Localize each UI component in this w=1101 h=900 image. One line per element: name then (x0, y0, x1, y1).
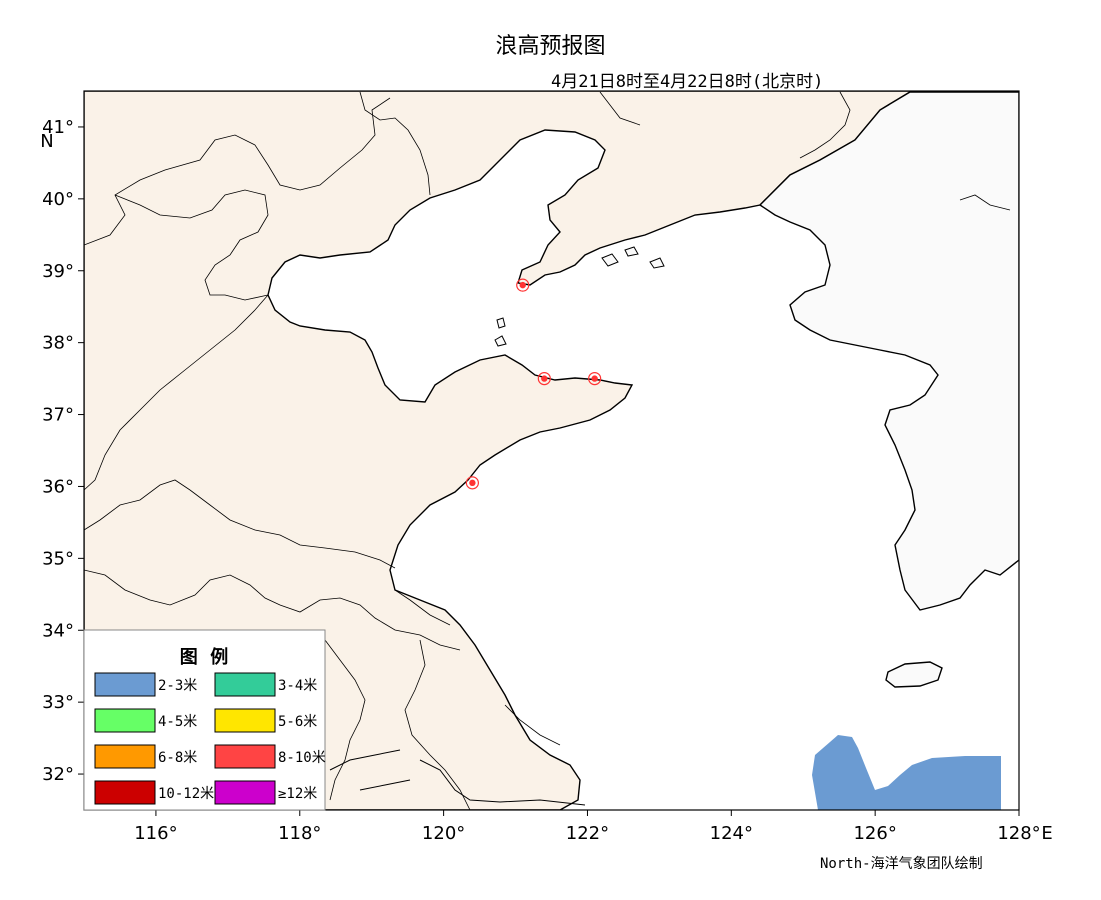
legend-swatch (214, 708, 276, 733)
lat-tick-label: 36° (42, 476, 74, 497)
lat-tick-label: 37° (42, 405, 74, 426)
legend-label: 3-4米 (278, 678, 317, 694)
station-ring (537, 372, 551, 386)
legend-swatch (214, 672, 276, 697)
lon-unit-label: E (1041, 823, 1052, 844)
lon-tick-label: 116° (134, 823, 177, 844)
station-markers (465, 278, 602, 490)
map-frame (83, 90, 1020, 811)
jeju-island (885, 661, 943, 688)
legend-items: 2-3米 3-4米 4-5米 5-6米 6-8米 8-10米 10-12米 ≥12米 (94, 672, 326, 805)
wave-zone-2-3m (812, 735, 1001, 810)
legend-swatch (94, 744, 156, 769)
station-dot (469, 479, 476, 487)
lon-tick-label: 128° (997, 823, 1040, 844)
lon-tick-label: 118° (278, 823, 321, 844)
map-title: 浪高预报图 (495, 34, 606, 59)
legend-label: ≥12米 (278, 786, 317, 802)
station-dot (541, 375, 548, 382)
station-ring (588, 372, 602, 386)
legend-label: 8-10米 (278, 750, 326, 766)
lon-tick-label: 122° (566, 823, 609, 844)
lat-tick-label: 39° (42, 261, 74, 282)
lon-tick-label: 126° (853, 823, 896, 844)
legend-label: 6-8米 (158, 750, 197, 766)
lat-tick-label: 41° (42, 117, 74, 138)
station-dot (519, 281, 526, 289)
legend-swatch (94, 672, 156, 697)
province-borders (84, 91, 1011, 810)
lat-tick-label: 33° (42, 692, 74, 713)
weihai-station (588, 372, 602, 386)
lat-unit-label: N (40, 131, 53, 152)
lat-tick-label: 34° (42, 620, 74, 641)
lon-tick-label: 120° (422, 823, 465, 844)
qingdao-station (465, 476, 479, 490)
legend-label: 2-3米 (158, 678, 197, 694)
legend-swatch (214, 744, 276, 769)
credit-text: North-海洋气象团队绘制 (820, 856, 983, 872)
legend: 图 例 2-3米 3-4米 4-5米 5-6米 6-8米 8-10米 10-12米 ≥12米 (83, 629, 326, 811)
station-ring (516, 278, 530, 292)
legend-swatch (94, 708, 156, 733)
dalian-station (516, 278, 530, 292)
penglai-station (537, 372, 551, 386)
rivers (329, 749, 586, 806)
lat-tick-label: 38° (42, 333, 74, 354)
latitude-ticks: 41° 40° 39° 38° 37° 36° 35° 34° 33° 32° N (40, 117, 84, 785)
legend-swatch (94, 780, 156, 805)
forecast-period: 4月21日8时至4月22日8时(北京时) (551, 72, 824, 92)
legend-label: 10-12米 (158, 786, 214, 802)
station-dot (591, 375, 598, 382)
legend-title: 图 例 (180, 646, 229, 668)
small-islands (494, 246, 665, 347)
longitude-ticks: 116° 118° 120° 122° 124° 126° 128° E (134, 810, 1053, 844)
legend-swatch (214, 780, 276, 805)
lon-tick-label: 124° (710, 823, 753, 844)
lat-tick-label: 35° (42, 548, 74, 569)
legend-label: 4-5米 (158, 714, 197, 730)
lat-tick-label: 32° (42, 764, 74, 785)
land-korea (758, 91, 1019, 611)
lat-tick-label: 40° (42, 189, 74, 210)
station-ring (465, 476, 479, 490)
legend-label: 5-6米 (278, 714, 317, 730)
